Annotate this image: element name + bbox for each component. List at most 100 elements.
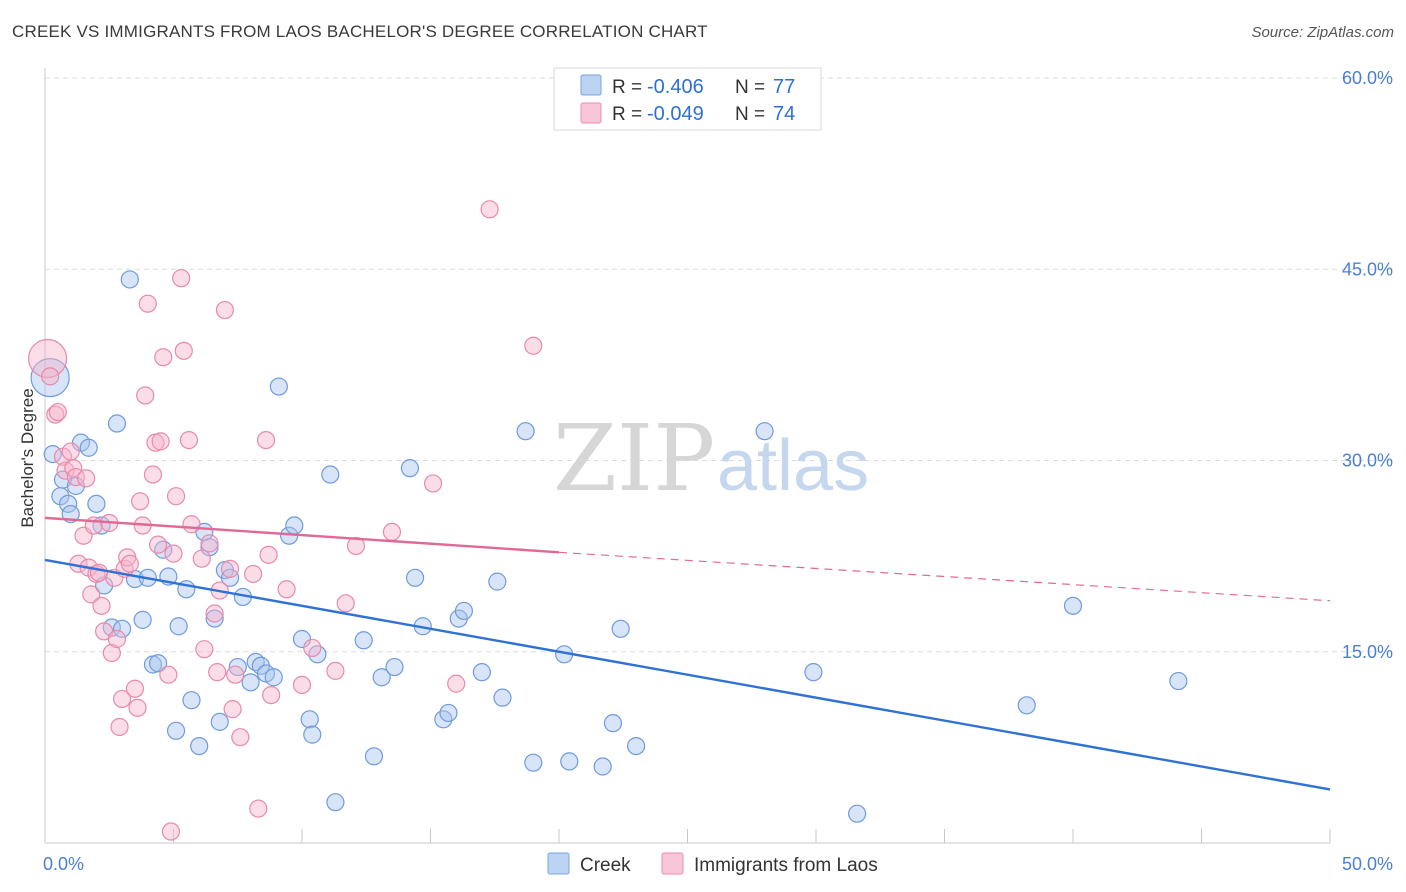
creek-point bbox=[190, 736, 209, 756]
laos-point bbox=[166, 487, 186, 506]
laos-point bbox=[27, 338, 68, 379]
laos-point bbox=[136, 386, 155, 405]
axes bbox=[44, 68, 1331, 844]
laos-point bbox=[159, 665, 178, 684]
creek-point bbox=[488, 572, 507, 591]
trend-lines bbox=[44, 516, 1331, 791]
laos-point bbox=[107, 629, 127, 649]
creek-point bbox=[439, 703, 458, 723]
creek-point bbox=[603, 714, 623, 733]
laos-point bbox=[244, 564, 263, 584]
laos-point bbox=[112, 689, 132, 709]
laos-point bbox=[326, 661, 345, 680]
laos-point bbox=[102, 643, 121, 663]
creek-point bbox=[405, 568, 425, 587]
legend-n-value-creek: 77 bbox=[773, 76, 795, 98]
laos-point bbox=[226, 665, 245, 684]
y-axis-label: Bachelor's Degree bbox=[18, 388, 37, 527]
laos-point bbox=[200, 534, 219, 553]
tick-labels: 15.0% 30.0% 45.0% 60.0% 0.0% 50.0% bbox=[43, 68, 1393, 874]
creek-point bbox=[364, 747, 384, 766]
laos-point bbox=[77, 469, 96, 488]
creek-point bbox=[154, 540, 173, 559]
legend-n-value-laos: 74 bbox=[773, 103, 795, 125]
laos-point bbox=[336, 594, 355, 613]
laos-point bbox=[195, 640, 214, 659]
laos-point bbox=[48, 402, 67, 422]
laos-point bbox=[154, 348, 173, 367]
x-tick-label: 0.0% bbox=[43, 854, 84, 874]
y-tick-label: 45.0% bbox=[1342, 259, 1393, 279]
laos-point bbox=[128, 698, 147, 717]
creek-point bbox=[611, 619, 630, 638]
creek-point bbox=[524, 753, 543, 772]
laos-point bbox=[447, 674, 466, 693]
laos-point bbox=[382, 522, 402, 542]
creek-point bbox=[182, 691, 201, 710]
creek-point bbox=[326, 793, 345, 812]
creek-point bbox=[148, 654, 168, 673]
creek-point bbox=[210, 712, 229, 731]
chart-title: CREEK VS IMMIGRANTS FROM LAOS BACHELOR'S… bbox=[12, 22, 708, 41]
laos-trend-line-dashed bbox=[558, 551, 1331, 602]
laos-point bbox=[174, 341, 193, 360]
laos-point bbox=[138, 294, 157, 313]
laos-point bbox=[259, 545, 278, 564]
bottom-legend-label-creek: Creek bbox=[580, 855, 631, 876]
laos-point bbox=[423, 474, 443, 493]
laos-point bbox=[92, 596, 111, 615]
laos-point bbox=[208, 663, 227, 682]
laos-point bbox=[256, 431, 276, 450]
creek-point bbox=[87, 494, 106, 513]
laos-point bbox=[303, 638, 322, 658]
x-tick-label: 50.0% bbox=[1342, 854, 1393, 874]
creek-point bbox=[133, 610, 152, 629]
watermark: ZIP atlas bbox=[553, 405, 869, 512]
laos-point bbox=[182, 515, 201, 534]
creek-point bbox=[516, 422, 535, 441]
laos-point bbox=[192, 549, 211, 568]
creek-trend-line bbox=[44, 558, 1331, 791]
laos-point bbox=[161, 822, 181, 841]
creek-point bbox=[804, 663, 823, 682]
bottom-legend-swatch-laos bbox=[661, 852, 684, 875]
series-legend: Creek Immigrants from Laos bbox=[547, 852, 878, 876]
correlation-legend: R = -0.406 N = 77 R = -0.049 N = 74 bbox=[553, 67, 822, 131]
laos-point bbox=[130, 492, 150, 511]
creek-point bbox=[166, 721, 186, 740]
laos-point bbox=[346, 536, 366, 556]
creek-point bbox=[454, 601, 474, 621]
y-tick-label: 60.0% bbox=[1342, 68, 1393, 88]
legend-swatch-laos bbox=[580, 102, 602, 124]
creek-point bbox=[269, 377, 288, 396]
series-creek-points bbox=[30, 270, 1188, 823]
laos-point bbox=[164, 544, 183, 563]
creek-point bbox=[385, 657, 404, 677]
creek-point bbox=[205, 609, 224, 628]
creek-point bbox=[848, 804, 867, 823]
creek-point bbox=[472, 663, 491, 682]
creek-point bbox=[285, 516, 304, 535]
creek-point bbox=[755, 422, 774, 441]
series-laos-points bbox=[27, 200, 543, 841]
laos-point bbox=[110, 717, 129, 737]
laos-point bbox=[223, 700, 242, 719]
creek-point bbox=[241, 673, 260, 692]
bottom-legend-label-laos: Immigrants from Laos bbox=[694, 855, 878, 876]
laos-point bbox=[231, 728, 250, 747]
laos-point bbox=[292, 675, 312, 695]
laos-point bbox=[179, 431, 199, 450]
creek-point bbox=[372, 668, 391, 687]
creek-point bbox=[300, 710, 319, 729]
creek-point bbox=[493, 688, 512, 707]
watermark-atlas: atlas bbox=[717, 426, 869, 506]
laos-point bbox=[61, 442, 80, 461]
creek-point bbox=[1017, 696, 1036, 715]
creek-point bbox=[1169, 671, 1188, 691]
creek-point bbox=[626, 736, 646, 756]
bottom-legend-swatch-creek bbox=[547, 852, 570, 875]
creek-point bbox=[264, 668, 283, 687]
legend-r-label-laos: R = bbox=[612, 104, 642, 125]
laos-point bbox=[277, 580, 296, 599]
